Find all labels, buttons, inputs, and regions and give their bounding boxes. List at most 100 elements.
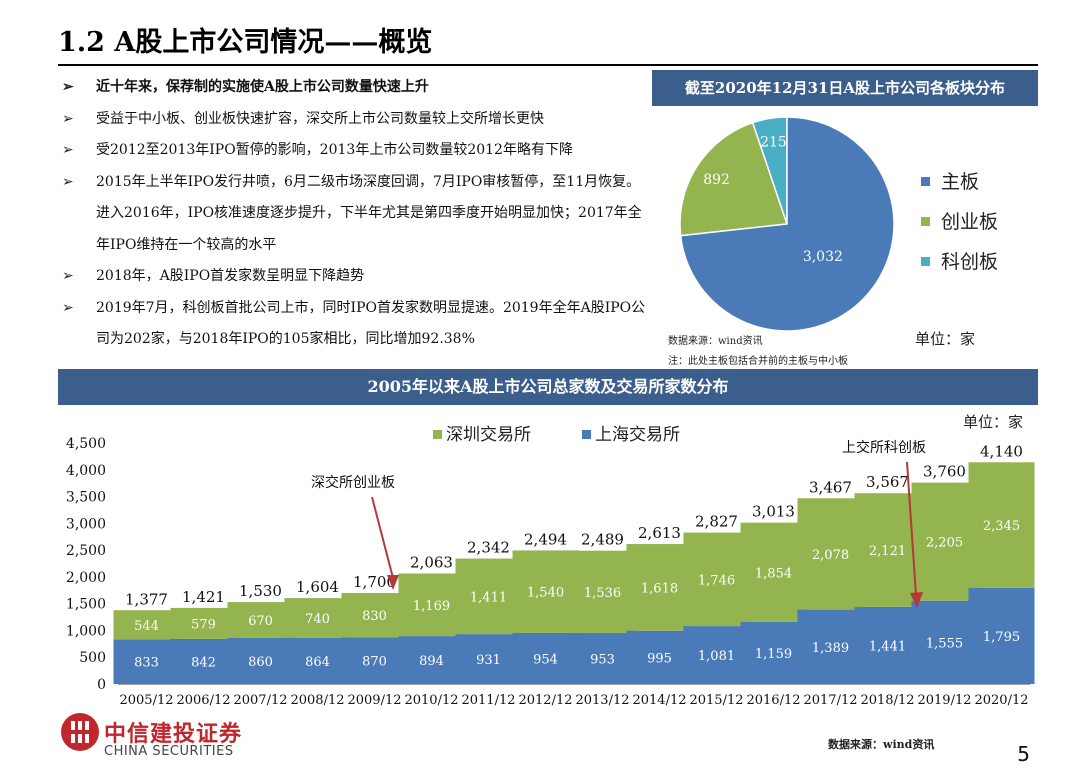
x-tick-label: 2018/12 bbox=[860, 693, 914, 708]
bar-segment-shenzhen bbox=[740, 522, 807, 622]
pie-legend-label: 科创板 bbox=[941, 251, 998, 273]
bar-segment-shenzhen bbox=[398, 573, 465, 637]
x-tick-label: 2015/12 bbox=[689, 693, 743, 708]
bar-total-label: 3,467 bbox=[809, 478, 852, 496]
bar-value-label: 2,121 bbox=[869, 544, 906, 559]
bar-value-label: 1,159 bbox=[755, 647, 792, 662]
bar-total-label: 1,421 bbox=[182, 588, 225, 606]
bar-legend-swatch bbox=[433, 430, 442, 439]
bar-segment-shanghai bbox=[854, 606, 921, 684]
y-tick-label: 3,000 bbox=[66, 516, 106, 532]
bar-value-label: 740 bbox=[305, 612, 330, 627]
bullet-item: ➢ 受益于中小板、创业板快速扩容，深交所上市公司数量较上交所增长更快 bbox=[60, 104, 650, 136]
bar-value-label: 1,854 bbox=[755, 566, 792, 581]
page-number: 5 bbox=[1017, 742, 1030, 766]
bar-header: 2005年以来A股上市公司总家数及交易所家数分布 bbox=[58, 369, 1038, 405]
y-tick-label: 4,000 bbox=[66, 463, 106, 479]
pie-slice-label: 215 bbox=[760, 135, 787, 151]
bar-value-label: 1,411 bbox=[470, 590, 507, 605]
y-tick-label: 3,500 bbox=[66, 490, 106, 506]
bar-segment-shanghai bbox=[170, 638, 237, 684]
bar-segment-shenzhen bbox=[284, 598, 351, 638]
bar-value-label: 864 bbox=[305, 655, 330, 670]
x-tick-label: 2006/12 bbox=[176, 693, 230, 708]
bar-segment-shanghai bbox=[113, 639, 180, 684]
bar-value-label: 954 bbox=[533, 652, 558, 667]
bar-total-label: 4,140 bbox=[980, 442, 1023, 460]
bullet-arrow-icon: ➢ bbox=[62, 142, 74, 158]
pie-legend-label: 创业板 bbox=[941, 211, 998, 233]
bullet-arrow-icon: ➢ bbox=[62, 110, 74, 127]
bar-value-label: 1,795 bbox=[983, 630, 1020, 645]
pie-legend-swatch bbox=[921, 217, 930, 226]
bar-value-label: 544 bbox=[134, 619, 159, 634]
bar-segment-shenzhen bbox=[455, 558, 522, 635]
bar-value-label: 870 bbox=[362, 655, 387, 670]
x-tick-label: 2012/12 bbox=[518, 693, 572, 708]
x-tick-label: 2019/12 bbox=[917, 693, 971, 708]
bar-segment-shanghai bbox=[398, 636, 465, 684]
bar-segment-shanghai bbox=[227, 637, 294, 684]
bar-total-label: 2,613 bbox=[638, 524, 681, 542]
bar-value-label: 579 bbox=[191, 617, 216, 632]
bar-total-label: 3,013 bbox=[752, 503, 795, 521]
bar-total-label: 2,827 bbox=[695, 513, 738, 531]
bar-segment-shenzhen bbox=[227, 602, 294, 638]
bar-segment-shenzhen bbox=[626, 544, 693, 631]
pie-legend-swatch bbox=[921, 177, 930, 186]
x-tick-label: 2014/12 bbox=[632, 693, 686, 708]
bar-total-label: 3,567 bbox=[866, 473, 909, 491]
bar-segment-shenzhen bbox=[170, 607, 237, 639]
x-tick-label: 2005/12 bbox=[119, 693, 173, 708]
bullet-text: 受益于中小板、创业板快速扩容，深交所上市公司数量较上交所增长更快 bbox=[96, 110, 544, 127]
bullet-text: 2015年上半年IPO发行井喷，6月二级市场深度回调，7月IPO审核暂停，至11… bbox=[96, 173, 642, 253]
bar-value-label: 1,618 bbox=[641, 581, 678, 596]
page-title: 1.2 A股上市公司情况——概览 bbox=[58, 27, 433, 58]
annotation-arrow-head bbox=[387, 575, 399, 590]
bullet-item: ➢ 2019年7月，科创板首批公司上市，同时IPO首发家数明显提速。2019年全年… bbox=[60, 293, 650, 356]
bar-total-label: 2,063 bbox=[410, 554, 453, 572]
bar-total-label: 1,604 bbox=[296, 578, 339, 596]
x-tick-label: 2013/12 bbox=[575, 693, 629, 708]
logo-text-cn: 中信建投证券 bbox=[104, 721, 243, 747]
pie-legend-label: 主板 bbox=[941, 171, 979, 193]
pie-source: 数据来源：wind资讯 bbox=[668, 336, 763, 347]
x-tick-label: 2007/12 bbox=[233, 693, 287, 708]
bar-value-label: 860 bbox=[248, 655, 273, 670]
bar-segment-shanghai bbox=[740, 621, 807, 684]
bullet-arrow-icon: ➢ bbox=[62, 79, 74, 95]
bar-value-label: 953 bbox=[590, 652, 615, 667]
bar-segment-shanghai bbox=[911, 600, 978, 684]
bar-segment-shanghai bbox=[626, 630, 693, 684]
bar-segment-shanghai bbox=[569, 632, 636, 684]
bullet-arrow-icon: ➢ bbox=[62, 268, 74, 284]
bar-value-label: 670 bbox=[248, 614, 273, 629]
bar-legend-label: 深圳交易所 bbox=[446, 425, 531, 445]
bar-total-label: 2,494 bbox=[524, 530, 567, 548]
bar-value-label: 1,536 bbox=[584, 586, 621, 601]
bar-segment-shanghai bbox=[512, 632, 579, 684]
pie-unit: 单位：家 bbox=[915, 330, 976, 348]
bar-value-label: 2,205 bbox=[926, 536, 963, 551]
x-tick-label: 2020/12 bbox=[974, 693, 1028, 708]
x-tick-label: 2016/12 bbox=[746, 693, 800, 708]
x-tick-label: 2011/12 bbox=[461, 693, 515, 708]
annotation-arrow bbox=[371, 496, 394, 579]
bar-total-label: 2,342 bbox=[467, 539, 510, 557]
logo-text-en: CHINA SECURITIES bbox=[104, 744, 234, 759]
china-securities-logo bbox=[61, 713, 99, 751]
bar-segment-shanghai bbox=[455, 634, 522, 684]
bar-value-label: 1,441 bbox=[869, 639, 906, 654]
bar-segment-shanghai bbox=[968, 587, 1035, 684]
bar-segment-shenzhen bbox=[683, 532, 750, 627]
pie-slice-label: 3,032 bbox=[803, 249, 843, 265]
bullet-text: 2019年7月，科创板首批公司上市，同时IPO首发家数明显提速。2019年全年A… bbox=[96, 299, 646, 348]
bar-value-label: 1,555 bbox=[926, 636, 963, 651]
bullet-text: 受2012至2013年IPO暂停的影响，2013年上市公司数量较2012年略有下… bbox=[96, 142, 573, 158]
bar-segment-shenzhen bbox=[911, 482, 978, 601]
pie-note: 注：此处主板包括合并前的主板与中小板 bbox=[668, 356, 848, 367]
bar-value-label: 995 bbox=[647, 651, 672, 666]
annotation-chinext: 深交所创业板 bbox=[311, 474, 395, 491]
bar-value-label: 842 bbox=[191, 655, 216, 670]
